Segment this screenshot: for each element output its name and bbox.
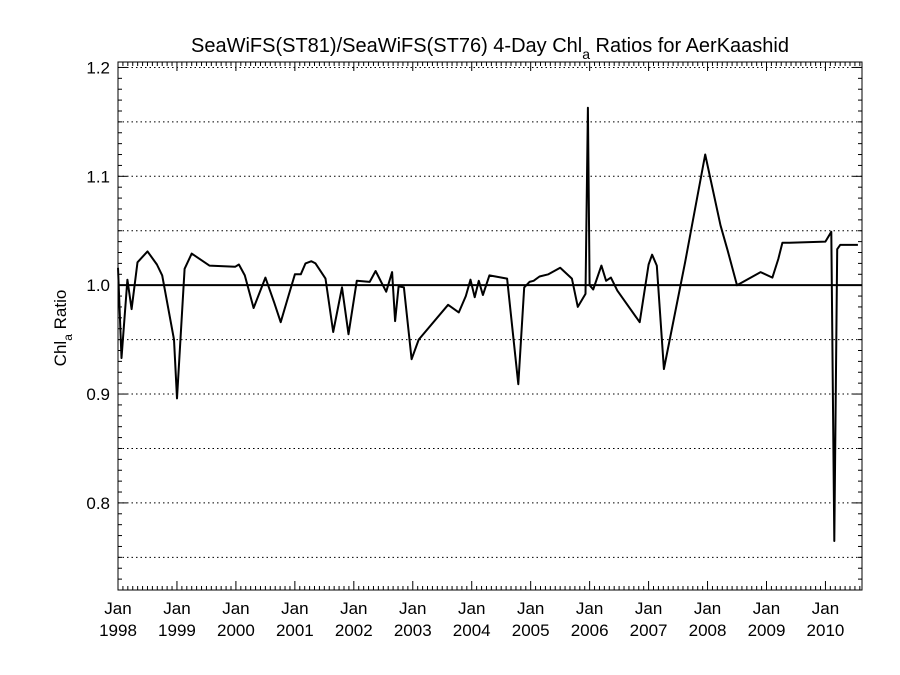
x-tick-month: Jan xyxy=(104,599,131,618)
x-tick-year: 2006 xyxy=(571,621,609,640)
x-tick-month: Jan xyxy=(753,599,780,618)
x-tick-month: Jan xyxy=(222,599,249,618)
x-tick-month: Jan xyxy=(517,599,544,618)
y-tick-label: 1.2 xyxy=(86,58,110,77)
x-tick-month: Jan xyxy=(163,599,190,618)
x-tick-year: 1998 xyxy=(99,621,137,640)
y-tick-label: 0.9 xyxy=(86,385,110,404)
chart-title: SeaWiFS(ST81)/SeaWiFS(ST76) 4-Day Chla R… xyxy=(191,35,789,62)
chart-title-subscript: a xyxy=(582,46,590,62)
y-tick-labels: 0.8 0.9 1.0 1.1 1.2 xyxy=(86,58,110,512)
x-tick-year: 2010 xyxy=(807,621,845,640)
x-tick-year: 2005 xyxy=(512,621,550,640)
x-tick-month: Jan xyxy=(458,599,485,618)
x-tick-year: 2001 xyxy=(276,621,314,640)
y-axis-label-subscript: a xyxy=(61,334,75,341)
x-tick-month: Jan xyxy=(281,599,308,618)
x-tick-month: Jan xyxy=(694,599,721,618)
y-axis-label-rest: Ratio xyxy=(51,290,70,334)
x-tick-year: 2008 xyxy=(689,621,727,640)
x-tick-year: 2009 xyxy=(748,621,786,640)
x-tick-month: Jan xyxy=(340,599,367,618)
y-tick-label: 1.0 xyxy=(86,276,110,295)
y-tick-label: 0.8 xyxy=(86,494,110,513)
plot-frame xyxy=(117,61,863,591)
gridlines xyxy=(118,66,862,558)
y-tick-label: 1.1 xyxy=(86,167,110,186)
x-tick-year: 2002 xyxy=(335,621,373,640)
x-tick-year: 1999 xyxy=(158,621,196,640)
x-tick-year: 2000 xyxy=(217,621,255,640)
x-tick-month: Jan xyxy=(635,599,662,618)
x-tick-year: 2003 xyxy=(394,621,432,640)
x-tick-year: 2004 xyxy=(453,621,491,640)
axis-ticks xyxy=(117,62,862,590)
y-axis-label: Chla Ratio xyxy=(51,290,75,367)
x-tick-month: Jan xyxy=(399,599,426,618)
chart-title-rest: Ratios for AerKaashid xyxy=(590,35,789,57)
chart-title-main: SeaWiFS(ST81)/SeaWiFS(ST76) 4-Day Chl xyxy=(191,35,582,57)
x-tick-month: Jan xyxy=(576,599,603,618)
x-tick-year: 2007 xyxy=(630,621,668,640)
y-axis-label-main: Chl xyxy=(51,341,70,367)
x-tick-month: Jan xyxy=(812,599,839,618)
x-tick-labels: Jan 1998 Jan 1999 Jan 2000 Jan 2001 Jan 2002 Jan 20… xyxy=(99,599,844,640)
series-line xyxy=(117,106,858,542)
